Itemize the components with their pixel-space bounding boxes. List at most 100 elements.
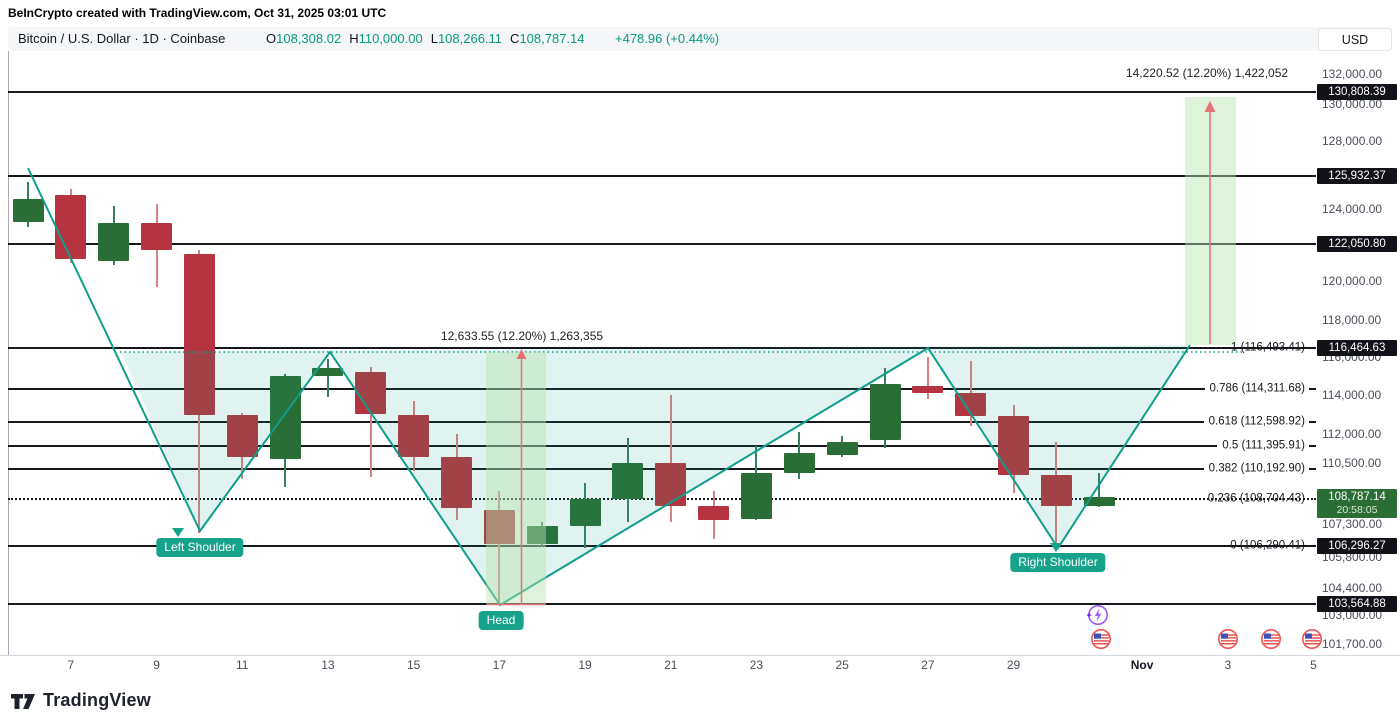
candle-oct-11 — [226, 414, 258, 458]
key-level-line — [8, 603, 1316, 606]
head-badge[interactable]: Head — [478, 611, 524, 630]
fib-label-0.236: 0.236 (108,704.43) — [1207, 492, 1305, 505]
candle-oct-29 — [998, 416, 1030, 476]
price-axis-tick: 132,000.00 — [1322, 67, 1383, 81]
head-measurement-label: 12,633.55 (12.20%) 1,263,355 — [440, 329, 604, 343]
us-flag-event-icon[interactable] — [1090, 628, 1112, 650]
candle-oct-27 — [912, 385, 944, 394]
flash-ideas-icon[interactable] — [1086, 604, 1109, 626]
symbol-title[interactable]: Bitcoin / U.S. Dollar · 1D · Coinbase — [18, 31, 226, 46]
fib-level-line[interactable] — [8, 421, 1316, 424]
time-axis-tick-7[interactable]: 7 — [67, 658, 75, 672]
candle-oct-22 — [698, 506, 730, 521]
candle-oct-12 — [269, 376, 301, 460]
candle-oct-18 — [526, 526, 558, 544]
candle-oct-14 — [355, 372, 387, 415]
price-level-badge: 103,564.88 — [1317, 596, 1397, 613]
bar-countdown: 20:58:05 — [1336, 504, 1378, 516]
time-axis-tick-27[interactable]: 27 — [921, 658, 935, 672]
time-axis-tick-15[interactable]: 15 — [406, 658, 421, 672]
currency-toggle-button[interactable]: USD — [1318, 28, 1392, 51]
candle-oct-20 — [612, 463, 644, 500]
key-level-line — [8, 243, 1316, 246]
time-axis-tick-5[interactable]: 5 — [1310, 658, 1317, 672]
price-axis-tick: 110,500.00 — [1322, 456, 1382, 470]
breakout-measurement-label: 14,220.52 (12.20%) 1,422,052 — [1125, 66, 1289, 80]
candle-oct-19 — [569, 499, 601, 527]
last-price-value: 108,787.14 — [1328, 491, 1386, 503]
ohlc-values: O108,308.02 H110,000.00 L108,266.11 C108,78… — [258, 31, 585, 46]
us-flag-event-icon[interactable] — [1301, 628, 1323, 650]
us-flag-event-icon[interactable] — [1260, 628, 1282, 650]
price-axis-tick: 104,400.00 — [1322, 581, 1383, 595]
symbol-header-bar — [8, 27, 1392, 51]
right-shoulder-badge[interactable]: Right Shoulder — [1010, 553, 1106, 572]
candle-oct-24 — [783, 453, 815, 474]
candle-wick — [326, 358, 329, 397]
time-axis-tick-25[interactable]: 25 — [835, 658, 849, 672]
ohlc-number: 110,000.00 — [358, 31, 423, 46]
price-axis-tick: 112,000.00 — [1322, 427, 1382, 441]
change-value: +478.96 (+0.44%) — [615, 31, 720, 46]
plot-left-border — [8, 51, 9, 655]
price-axis-tick: 130,000.00 — [1322, 97, 1383, 111]
ohlc-number: 108,266.11 — [437, 31, 503, 46]
candle-oct-30 — [1040, 475, 1072, 507]
time-axis-tick-23[interactable]: 23 — [749, 658, 764, 672]
price-axis-tick: 124,000.00 — [1322, 202, 1383, 216]
candle-oct-13 — [312, 368, 344, 376]
candle-oct-21 — [655, 463, 687, 507]
price-axis-tick: 120,000.00 — [1322, 274, 1383, 288]
price-level-badge: 106,296.27 — [1317, 538, 1397, 555]
candle-oct-10 — [183, 254, 215, 415]
tradingview-logo[interactable]: TradingView — [10, 689, 151, 711]
fib-label-0: 0 (106,290.41) — [1230, 539, 1305, 552]
left-shoulder-marker-icon — [172, 528, 184, 537]
key-level-line — [8, 175, 1316, 178]
candle-oct-25 — [826, 441, 858, 456]
time-axis-tick-3[interactable]: 3 — [1224, 658, 1232, 672]
candle-oct-7 — [55, 195, 87, 260]
fib-level-line[interactable] — [8, 444, 1316, 447]
fib-label-0.5: 0.5 (111,395.91) — [1217, 439, 1309, 453]
candle-oct-9 — [141, 223, 173, 251]
candle-oct-8 — [98, 223, 130, 262]
fib-label-0.382: 0.382 (110,192.90) — [1203, 462, 1309, 476]
breakout-target-band — [1185, 97, 1236, 345]
ohlc-number: 108,787.14 — [519, 31, 585, 46]
head-target-arrowhead — [516, 349, 527, 359]
candle-oct-23 — [740, 473, 772, 519]
tradingview-logo-mark — [11, 694, 35, 709]
time-axis-tick-29[interactable]: 29 — [1006, 658, 1021, 672]
candle-oct-26 — [869, 383, 901, 440]
ohlc-letter: C — [510, 31, 520, 46]
attribution-text: BeInCrypto created with TradingView.com,… — [8, 6, 387, 20]
candle-oct-6 — [12, 198, 44, 222]
price-level-badge: 116,464.63 — [1317, 340, 1397, 357]
key-level-line — [8, 90, 1316, 93]
breakout-target-arrowhead — [1204, 101, 1216, 112]
fib-label-0.618: 0.618 (112,598.92) — [1203, 415, 1309, 429]
time-axis-tick-19[interactable]: 19 — [578, 658, 592, 672]
ohlc-letter: O — [266, 31, 277, 46]
time-axis-tick-13[interactable]: 13 — [321, 658, 335, 672]
price-axis-tick: 114,000.00 — [1322, 388, 1382, 402]
time-axis-tick-11[interactable]: 11 — [236, 658, 249, 672]
time-axis-tick-21[interactable]: 21 — [664, 658, 678, 672]
candle-oct-17 — [483, 509, 515, 544]
candle-oct-31 — [1083, 497, 1115, 507]
us-flag-event-icon[interactable] — [1217, 628, 1239, 650]
time-axis-tick-nov[interactable]: Nov — [1130, 658, 1154, 672]
time-axis-tick-17[interactable]: 17 — [492, 658, 507, 672]
price-axis-tick: 107,300.00 — [1322, 517, 1383, 531]
time-axis-tick-9[interactable]: 9 — [153, 658, 160, 672]
tradingview-logo-text: TradingView — [43, 689, 151, 710]
price-level-badge: 125,932.37 — [1317, 168, 1397, 185]
ohlc-number: 108,308.02 — [276, 31, 342, 46]
left-shoulder-badge[interactable]: Left Shoulder — [156, 538, 244, 557]
candle-oct-16 — [441, 457, 472, 508]
candle-oct-28 — [955, 393, 987, 417]
fib-label-1: 1 (116,493.41) — [1231, 341, 1305, 354]
candle-wick — [498, 491, 501, 605]
